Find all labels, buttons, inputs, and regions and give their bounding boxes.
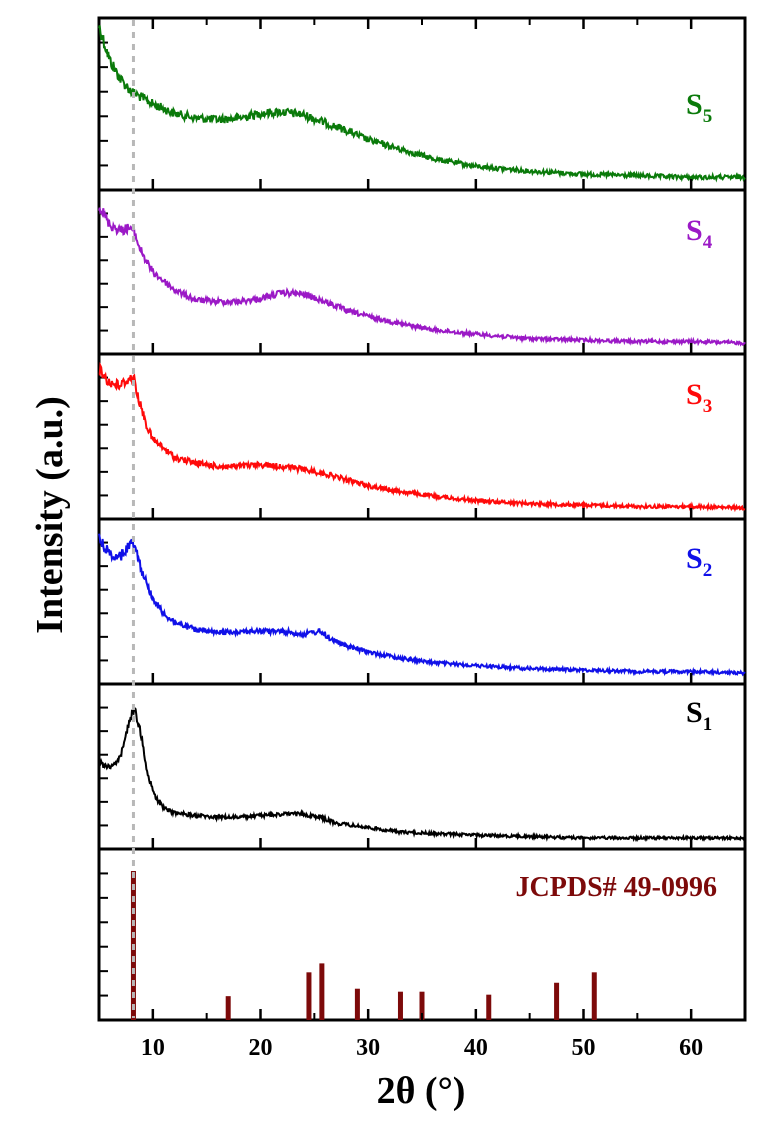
reference-stick — [306, 972, 312, 1020]
series-label-subscript: 2 — [703, 560, 713, 581]
panel-frame-5 — [97, 682, 747, 851]
reference-stick — [486, 994, 492, 1020]
series-label-main: S — [686, 542, 703, 575]
reference-stick — [591, 972, 597, 1020]
reference-stick — [397, 991, 403, 1020]
x-axis-ticks: 10 20 30 40 50 60 — [98, 18, 746, 1061]
series-label-s3: S3 — [686, 378, 712, 417]
reference-stick — [419, 991, 425, 1020]
series-line-s3 — [98, 361, 746, 513]
series-line-s4 — [98, 207, 746, 347]
series-label-s4: S4 — [686, 214, 713, 253]
x-tick-label: 10 — [141, 1035, 165, 1061]
reference-stick — [554, 982, 560, 1020]
x-axis-title: 2θ (°) — [377, 1070, 466, 1112]
y-axis-title: Intensity (a.u.) — [29, 396, 71, 634]
panel-frame-1 — [97, 16, 747, 192]
series-line-s1 — [98, 707, 746, 843]
x-tick-label: 60 — [679, 1035, 703, 1061]
x-tick-label: 40 — [464, 1035, 488, 1061]
series-label-subscript: 1 — [703, 714, 713, 735]
series-label-s5: S5 — [686, 88, 712, 127]
series-label-s1: S1 — [686, 696, 712, 735]
series-label-main: S — [686, 88, 703, 121]
x-tick-label: 30 — [356, 1035, 380, 1061]
panel-frame-3 — [97, 352, 747, 521]
x-tick-label: 50 — [572, 1035, 596, 1061]
reference-stick — [319, 963, 325, 1020]
series-line-s5 — [98, 25, 746, 183]
series-label-subscript: 5 — [703, 106, 713, 127]
x-tick-label: 20 — [249, 1035, 273, 1061]
series-label-subscript: 4 — [703, 232, 713, 253]
series-label-s2: S2 — [686, 542, 712, 581]
series-label-main: S — [686, 696, 703, 729]
series-label-subscript: 3 — [703, 396, 713, 417]
series-line-s2 — [98, 533, 746, 677]
reference-pattern-label: JCPDS# 49-0996 — [516, 872, 717, 903]
series-label-main: S — [686, 214, 703, 247]
reference-stick — [354, 988, 360, 1020]
reference-stick — [225, 996, 231, 1020]
series-label-main: S — [686, 378, 703, 411]
